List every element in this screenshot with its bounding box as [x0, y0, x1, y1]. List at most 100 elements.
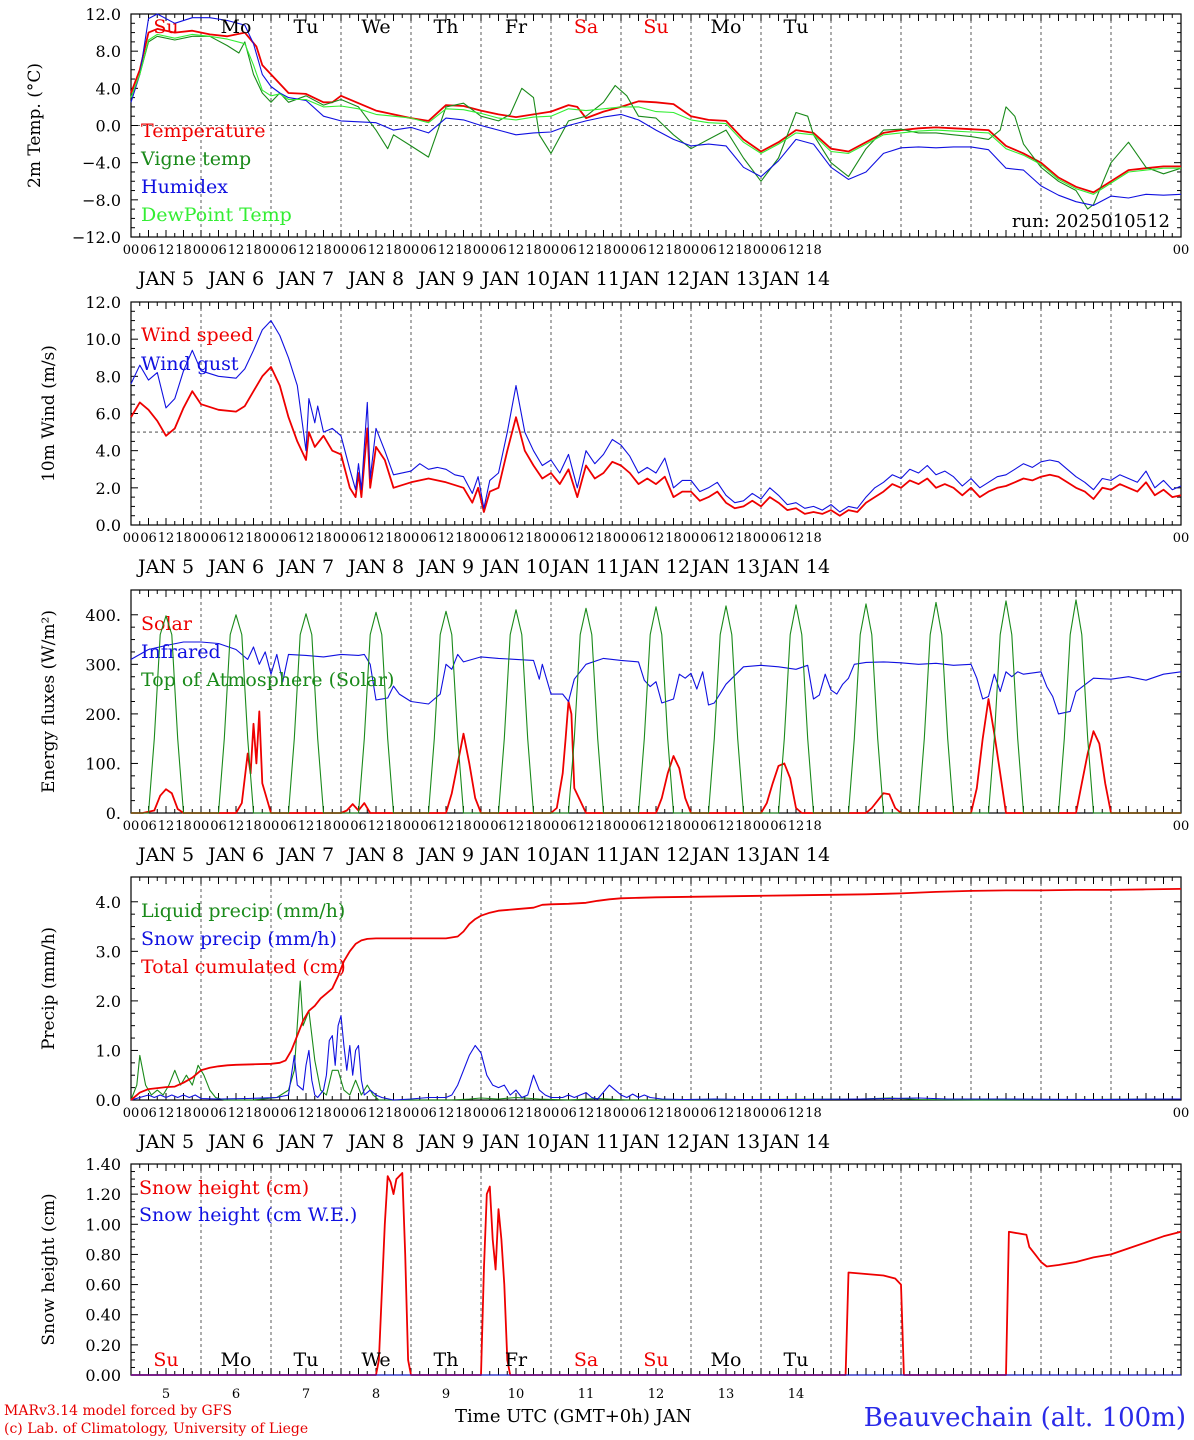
date-label: JAN 9: [416, 268, 474, 290]
hour-tick-label: 06: [280, 531, 297, 546]
day-number-label: 14: [788, 1387, 805, 1402]
y-tick-label: 1.20: [85, 1185, 121, 1204]
date-label: JAN 12: [620, 268, 690, 290]
date-label: JAN 6: [206, 268, 264, 290]
y-tick-label: 0.60: [85, 1276, 121, 1295]
y-axis-label: 10m Wind (m/s): [39, 345, 59, 482]
date-label: JAN 11: [550, 268, 620, 290]
hour-tick-label: 18: [735, 819, 752, 834]
hour-tick-label: 18: [805, 531, 822, 546]
y-tick-label: −12.0: [72, 228, 121, 247]
hour-tick-label: 12: [368, 1106, 385, 1121]
hour-tick-label: 18: [665, 243, 682, 258]
hour-tick-label: 18: [595, 531, 612, 546]
hour-tick-label: 06: [770, 243, 787, 258]
hour-tick-label: 00: [263, 531, 280, 546]
hour-tick-label: 12: [298, 1106, 315, 1121]
hour-tick-label: 18: [245, 531, 262, 546]
series-energy-2: [131, 599, 1181, 814]
y-tick-label: 10.0: [85, 330, 121, 349]
y-tick-label: −4.0: [82, 154, 121, 173]
date-label: JAN 5: [136, 556, 194, 578]
date-label: JAN 7: [276, 268, 334, 290]
hour-tick-label: 18: [315, 243, 332, 258]
series-precip-2: [130, 888, 1182, 1101]
hour-tick-label: 12: [228, 1106, 245, 1121]
legend-energy-1: Infrared: [141, 641, 221, 663]
legend-temp-1: Vigne temp: [140, 148, 251, 170]
hour-tick-label: 12: [578, 531, 595, 546]
y-tick-label: 4.0: [96, 442, 121, 461]
day-number-label: 5: [162, 1387, 170, 1402]
date-label: JAN 9: [416, 844, 474, 866]
hour-tick-label: 00: [473, 1106, 490, 1121]
date-label: JAN 14: [760, 1131, 830, 1153]
series-temp-3: [130, 33, 1181, 195]
hour-tick-label: 18: [525, 1106, 542, 1121]
date-label: JAN 6: [206, 1131, 264, 1153]
day-number-label: 12: [648, 1387, 665, 1402]
hour-tick-label: 06: [770, 531, 787, 546]
hour-tick-label: 00: [193, 531, 210, 546]
hour-tick-label: 06: [140, 1106, 157, 1121]
date-label: JAN 8: [346, 1131, 404, 1153]
time-axis-label: Time UTC (GMT+0h) JAN: [455, 1406, 692, 1427]
hour-tick-label: 00: [613, 531, 630, 546]
hour-tick-label: 00: [753, 243, 770, 258]
date-label: JAN 11: [550, 1131, 620, 1153]
hour-tick-label: 18: [385, 531, 402, 546]
hour-tick-label: 06: [630, 819, 647, 834]
hour-tick-label: 00: [683, 1106, 700, 1121]
hour-tick-label: 00: [473, 243, 490, 258]
day-number-label: 10: [508, 1387, 525, 1402]
legend-temp-2: Humidex: [141, 176, 228, 198]
hour-tick-label: 18: [385, 243, 402, 258]
date-label: JAN 9: [416, 556, 474, 578]
hour-tick-label: 12: [368, 243, 385, 258]
day-number-label: 11: [578, 1387, 595, 1402]
hour-tick-label: 18: [805, 819, 822, 834]
hour-tick-label: 00: [123, 1106, 140, 1121]
legend-wind-0: Wind speed: [141, 324, 253, 346]
weekday-label-bottom: Th: [434, 1349, 459, 1371]
y-axis-label: Precip (mm/h): [39, 927, 59, 1050]
hour-tick-label: 06: [350, 243, 367, 258]
hour-tick-label: 12: [578, 243, 595, 258]
hour-tick-label: 00: [123, 243, 140, 258]
date-label: JAN 13: [690, 556, 760, 578]
hour-tick-label: 06: [490, 243, 507, 258]
hour-tick-label: 00: [333, 243, 350, 258]
hour-tick-label: 18: [175, 531, 192, 546]
hour-tick-label: 12: [508, 531, 525, 546]
legend-temp-0: Temperature: [141, 120, 265, 142]
date-label: JAN 8: [346, 556, 404, 578]
hour-tick-label: 06: [560, 531, 577, 546]
hour-tick-label: 12: [718, 531, 735, 546]
series-precip-1: [130, 1015, 1182, 1101]
hour-tick-label: 00: [613, 1106, 630, 1121]
hour-tick-label: 12: [718, 243, 735, 258]
plot-frame: [130, 589, 1182, 814]
hour-tick-label: 00: [193, 819, 210, 834]
hour-tick-label: 06: [770, 1106, 787, 1121]
hour-tick-label: 12: [158, 1106, 175, 1121]
hour-tick-label: 00: [403, 243, 420, 258]
hour-tick-label: 12: [438, 819, 455, 834]
run-label: run: 2025010512: [1012, 211, 1170, 232]
weekday-label-top: We: [361, 16, 390, 38]
weekday-label-top: Tu: [294, 16, 319, 38]
hour-tick-label: 18: [525, 819, 542, 834]
hour-tick-label: 06: [630, 243, 647, 258]
hour-tick-label: 12: [158, 243, 175, 258]
date-label: JAN 14: [760, 844, 830, 866]
hour-tick-label: 00: [753, 1106, 770, 1121]
hour-tick-label: 00: [683, 819, 700, 834]
hour-tick-label: 06: [350, 1106, 367, 1121]
hour-tick-label: 18: [385, 1106, 402, 1121]
hour-tick-label: 12: [788, 1106, 805, 1121]
date-label: JAN 14: [760, 556, 830, 578]
y-tick-label: 0.0: [96, 117, 121, 136]
weekday-label-bottom: We: [361, 1349, 390, 1371]
date-label: JAN 12: [620, 844, 690, 866]
